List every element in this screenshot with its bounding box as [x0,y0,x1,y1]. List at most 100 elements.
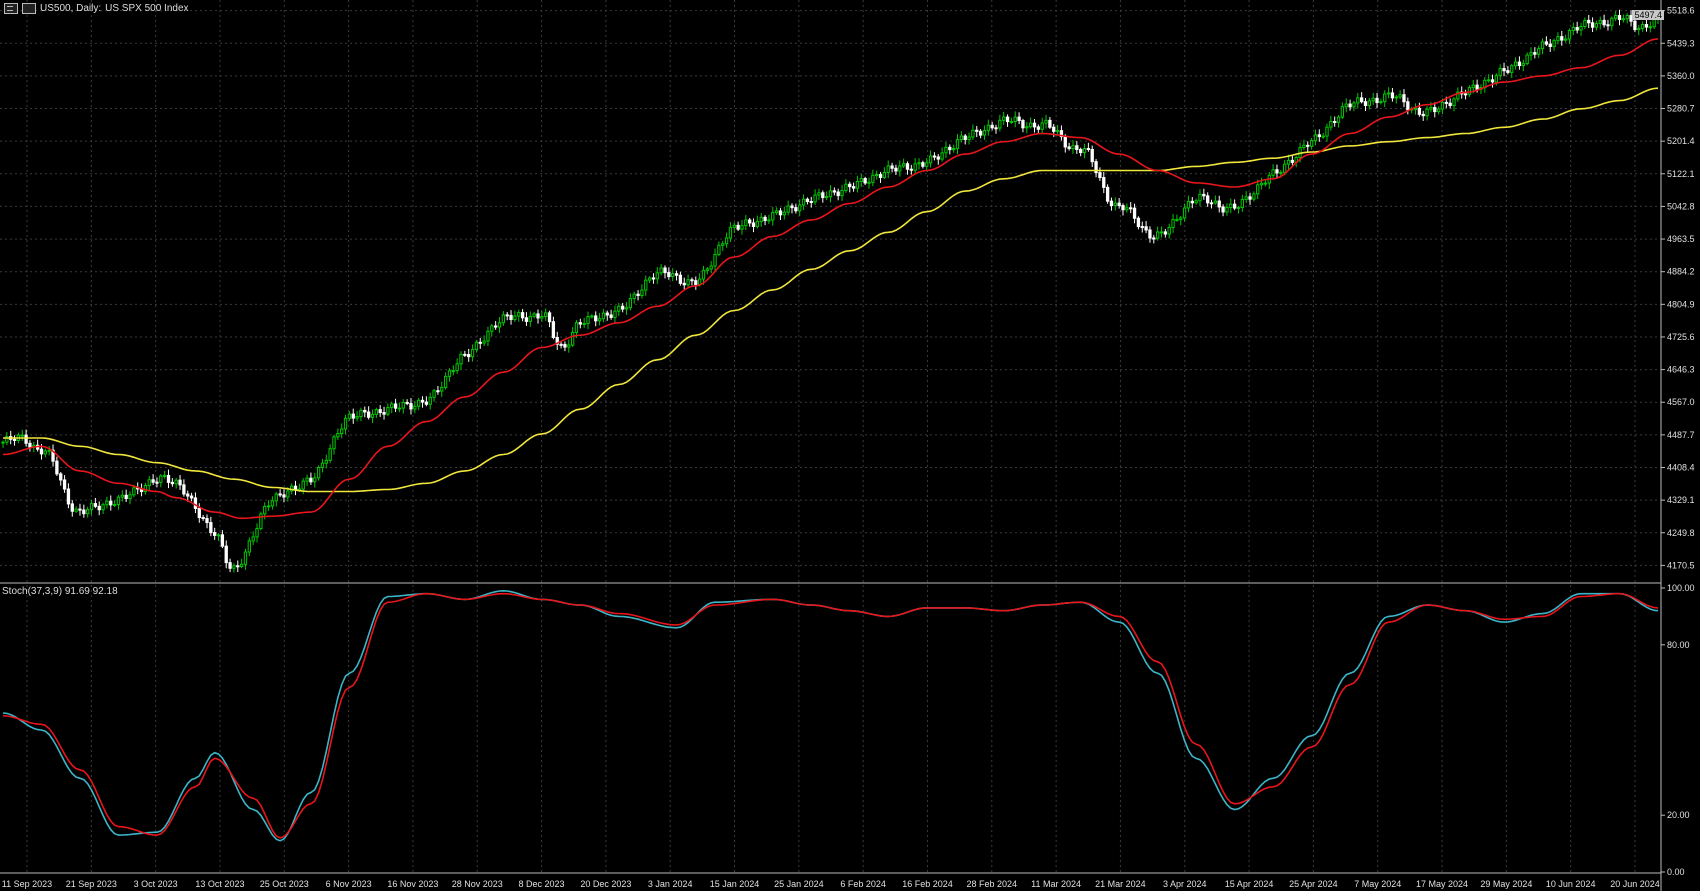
candle-body [671,273,675,278]
candle-body [1390,92,1395,99]
candle-body [1279,171,1283,174]
candle-body [590,315,594,318]
candle-body [62,479,67,490]
candle-body [451,370,455,373]
stochastic-layer [2,589,1659,842]
candle-body [1363,101,1368,106]
date-label: 25 Apr 2024 [1289,879,1338,889]
date-label: 29 May 2024 [1480,879,1532,889]
candle-body [1610,17,1614,27]
candle-body [47,449,51,452]
candle-body [1155,231,1160,239]
candle-body [120,494,124,498]
candle-body [366,411,371,418]
candle-body [932,155,937,158]
chart-window-icon[interactable] [4,3,18,14]
price-tick-label: 4567.0 [1667,397,1695,407]
candle-body [1190,200,1194,204]
candle-body [490,325,494,332]
candle-body [1571,26,1575,32]
candle-body [1021,120,1025,129]
candle-body [170,481,175,485]
candle-body [409,403,413,410]
date-label: 25 Jan 2024 [774,879,824,889]
candle-body [1225,207,1229,213]
candle-body [443,375,448,388]
candle-body [1302,144,1306,149]
candle-body [832,190,837,193]
date-label: 21 Mar 2024 [1095,879,1146,889]
candle-body [343,417,348,430]
candle-body [132,487,136,496]
candle-body [1356,97,1360,104]
candle-body [686,279,690,286]
candle-body [640,289,644,297]
price-tick-label: 5042.8 [1667,201,1695,211]
candle-body [1587,19,1591,24]
candle-body [774,210,779,214]
candle-body [147,479,151,487]
candle-body [182,484,186,495]
candle-body [1059,130,1064,138]
candle-body [1598,19,1602,25]
candle-body [509,314,513,320]
candle-body [493,325,498,328]
candle-body [1333,121,1337,124]
candle-body [1206,195,1210,204]
candle-body [513,315,517,320]
candle-body [189,495,194,499]
candle-body [1621,18,1626,21]
date-label: 25 Oct 2023 [260,879,309,889]
candle-body [197,507,201,519]
stoch-tick-label: 100.00 [1667,583,1695,593]
candle-body [751,222,756,227]
candle-body [239,563,244,567]
candle-body [251,536,255,542]
symbol-description: US SPX 500 Index [105,3,189,14]
candle-body [1344,103,1348,108]
candle-body [1040,122,1044,130]
candle-body [1079,148,1083,154]
candle-body [1567,30,1572,40]
candle-body [617,305,621,312]
candle-body [886,165,890,173]
candle-body [236,565,240,568]
candle-body [1633,20,1637,31]
candle-body [1359,97,1364,103]
candle-body [1105,186,1110,202]
candle-body [401,401,405,409]
candle-body [1383,93,1387,103]
candle-body [1259,182,1264,186]
candle-body [93,503,98,507]
candle-body [844,183,848,192]
candle-body [605,312,609,316]
candle-body [78,508,82,511]
candle-body [682,282,686,286]
candle-body [1452,98,1456,106]
candle-body [1367,100,1371,106]
candle-body [728,226,733,239]
candle-body [124,494,128,500]
candle-body [1275,169,1279,174]
candle-body [532,313,536,317]
candle-body [952,147,956,151]
candle-body [39,448,44,455]
candle-body [162,474,167,477]
stoch-tick-label: 80.00 [1667,640,1690,650]
candle-body [759,216,763,222]
candle-body [1186,200,1191,209]
candle-body [474,341,479,351]
stoch-main-line [2,589,1659,842]
candle-body [1398,94,1402,98]
chart-type-icon[interactable] [22,3,36,14]
candle-body [840,190,844,197]
candle-body [397,407,402,410]
candle-body [1044,119,1048,124]
candle-body [798,204,802,212]
candle-body [1490,79,1495,83]
candle-body [632,293,636,300]
candle-body [155,481,159,484]
price-tick-label: 5360.0 [1667,71,1695,81]
candle-body [374,409,378,415]
